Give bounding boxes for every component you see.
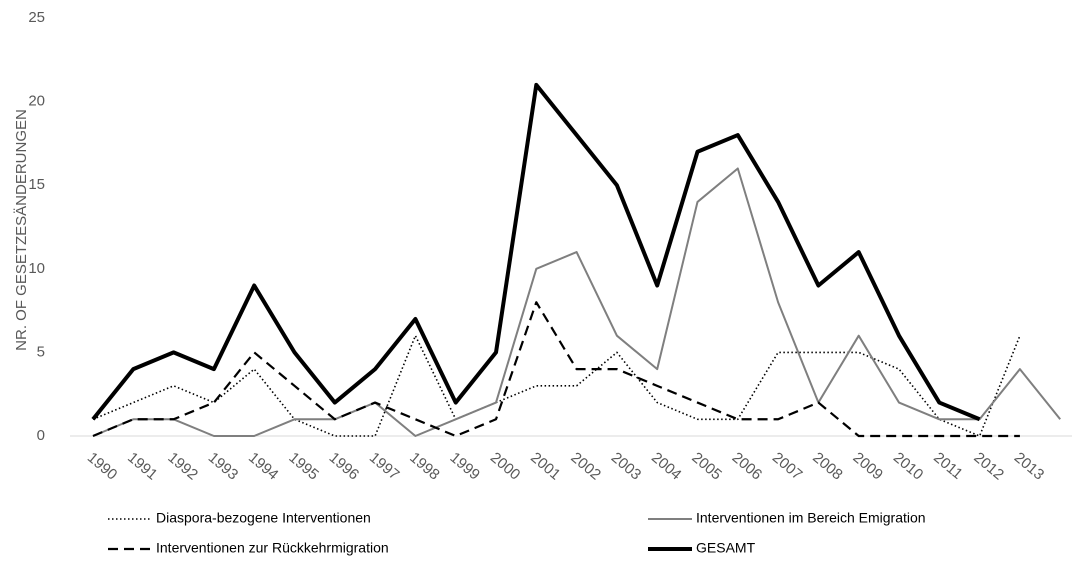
y-tick-label: 20 <box>28 93 45 110</box>
x-tick-label: 1995 <box>285 449 321 483</box>
series-line <box>92 334 1021 437</box>
x-tick-label: 2007 <box>769 449 805 483</box>
series-line <box>92 301 1020 438</box>
x-tick-label: 1994 <box>245 449 281 483</box>
x-tick-label: 2008 <box>809 449 845 483</box>
x-tick-label: 2000 <box>487 449 523 483</box>
x-tick-label: 2003 <box>608 449 644 483</box>
x-tick-label: 2005 <box>688 449 724 483</box>
x-tick-label: 2002 <box>567 449 603 483</box>
series-line <box>92 167 1061 437</box>
x-tick-label: 2006 <box>729 449 765 483</box>
legend-label: GESAMT <box>696 540 756 556</box>
y-tick-label: 15 <box>28 176 45 193</box>
x-tick-label: 2009 <box>850 449 886 483</box>
y-axis-label: NR. OF GESETZESÄNDERUNGEN <box>13 109 30 351</box>
x-tick-label: 2004 <box>648 449 684 483</box>
x-tick-label: 1990 <box>84 449 120 483</box>
x-tick-label: 1992 <box>164 449 200 483</box>
x-tick-label: 2010 <box>890 449 926 483</box>
legend-label: Interventionen zur Rückkehrmigration <box>156 540 389 556</box>
x-tick-label: 2012 <box>970 449 1006 483</box>
x-tick-label: 2011 <box>930 449 966 483</box>
y-tick-label: 0 <box>37 427 45 444</box>
series-line <box>91 82 981 422</box>
x-tick-label: 1999 <box>447 449 483 483</box>
y-tick-label: 5 <box>37 343 45 360</box>
x-tick-label: 1997 <box>366 449 402 483</box>
x-tick-label: 1991 <box>124 449 160 483</box>
legend-label: Diaspora-bezogene Interventionen <box>156 510 371 526</box>
x-tick-label: 2001 <box>527 449 563 483</box>
y-tick-label: 25 <box>28 9 45 26</box>
x-tick-label: 1998 <box>406 449 442 483</box>
x-tick-label: 1993 <box>205 449 241 483</box>
legend-label: Interventionen im Bereich Emigration <box>696 510 926 526</box>
x-tick-label: 2013 <box>1011 449 1047 483</box>
x-tick-label: 1996 <box>326 449 362 483</box>
y-tick-label: 10 <box>28 260 45 277</box>
